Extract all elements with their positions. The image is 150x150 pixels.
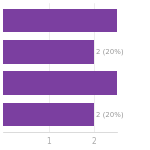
- Bar: [3, 103, 94, 126]
- Bar: [3, 40, 94, 64]
- Text: 2 (20%): 2 (20%): [96, 48, 124, 55]
- Bar: [3, 71, 117, 95]
- Bar: [3, 9, 117, 32]
- Text: 2 (20%): 2 (20%): [96, 111, 124, 118]
